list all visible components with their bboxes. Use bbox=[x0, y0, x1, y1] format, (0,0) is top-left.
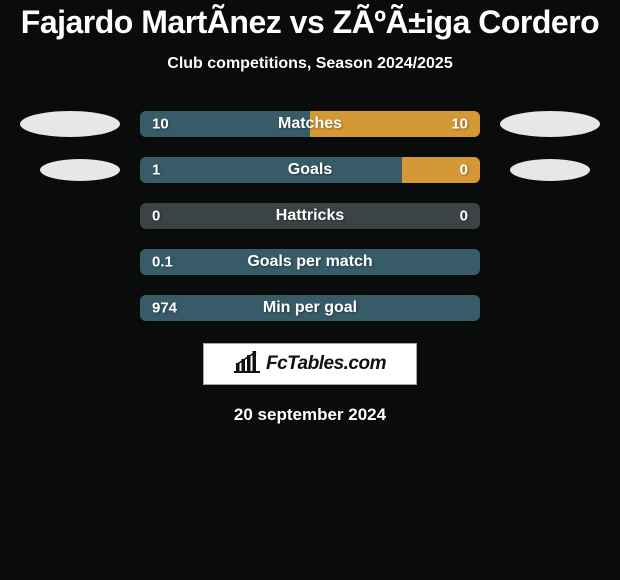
player-photo-left bbox=[40, 159, 120, 181]
stat-label: Goals bbox=[288, 161, 332, 179]
right-photo-slot bbox=[500, 111, 600, 137]
stat-label: Matches bbox=[278, 115, 342, 133]
stat-value-left: 0.1 bbox=[152, 254, 173, 271]
stat-value-right: 0 bbox=[460, 162, 468, 179]
left-photo-slot bbox=[20, 203, 120, 229]
bar-fill-left bbox=[140, 157, 402, 183]
right-photo-slot bbox=[500, 295, 600, 321]
comparison-card: Fajardo MartÃ­nez vs ZÃºÃ±iga Cordero Cl… bbox=[0, 0, 620, 580]
page-title: Fajardo MartÃ­nez vs ZÃºÃ±iga Cordero bbox=[21, 4, 599, 41]
stat-label: Goals per match bbox=[247, 253, 372, 271]
left-photo-slot bbox=[20, 157, 120, 183]
stat-value-left: 10 bbox=[152, 116, 169, 133]
stat-value-left: 0 bbox=[152, 208, 160, 225]
right-photo-slot bbox=[500, 203, 600, 229]
stat-row: 10 Matches 10 bbox=[0, 111, 620, 137]
date-label: 20 september 2024 bbox=[234, 405, 386, 425]
page-subtitle: Club competitions, Season 2024/2025 bbox=[167, 55, 452, 73]
bar-fill-right bbox=[402, 157, 480, 183]
stat-value-left: 974 bbox=[152, 300, 177, 317]
stat-value-right: 10 bbox=[451, 116, 468, 133]
stat-bar: 1 Goals 0 bbox=[140, 157, 480, 183]
stat-label: Min per goal bbox=[263, 299, 357, 317]
left-photo-slot bbox=[20, 111, 120, 137]
player-photo-right bbox=[500, 111, 600, 137]
logo-text: FcTables.com bbox=[266, 353, 386, 375]
stat-value-right: 0 bbox=[460, 208, 468, 225]
stat-row: 0.1 Goals per match bbox=[0, 249, 620, 275]
stat-label: Hattricks bbox=[276, 207, 344, 225]
player-photo-right bbox=[510, 159, 590, 181]
left-photo-slot bbox=[20, 249, 120, 275]
left-photo-slot bbox=[20, 295, 120, 321]
stat-row: 1 Goals 0 bbox=[0, 157, 620, 183]
right-photo-slot bbox=[500, 157, 600, 183]
stat-row: 974 Min per goal bbox=[0, 295, 620, 321]
logo-box: FcTables.com bbox=[203, 343, 417, 385]
stat-bar: 974 Min per goal bbox=[140, 295, 480, 321]
stat-rows: 10 Matches 10 1 Goals 0 0 Hattricks 0 0.1 Goals pe… bbox=[0, 111, 620, 321]
chart-icon bbox=[234, 351, 260, 378]
stat-bar: 0.1 Goals per match bbox=[140, 249, 480, 275]
stat-bar: 10 Matches 10 bbox=[140, 111, 480, 137]
stat-row: 0 Hattricks 0 bbox=[0, 203, 620, 229]
stat-value-left: 1 bbox=[152, 162, 160, 179]
right-photo-slot bbox=[500, 249, 600, 275]
player-photo-left bbox=[20, 111, 120, 137]
stat-bar: 0 Hattricks 0 bbox=[140, 203, 480, 229]
